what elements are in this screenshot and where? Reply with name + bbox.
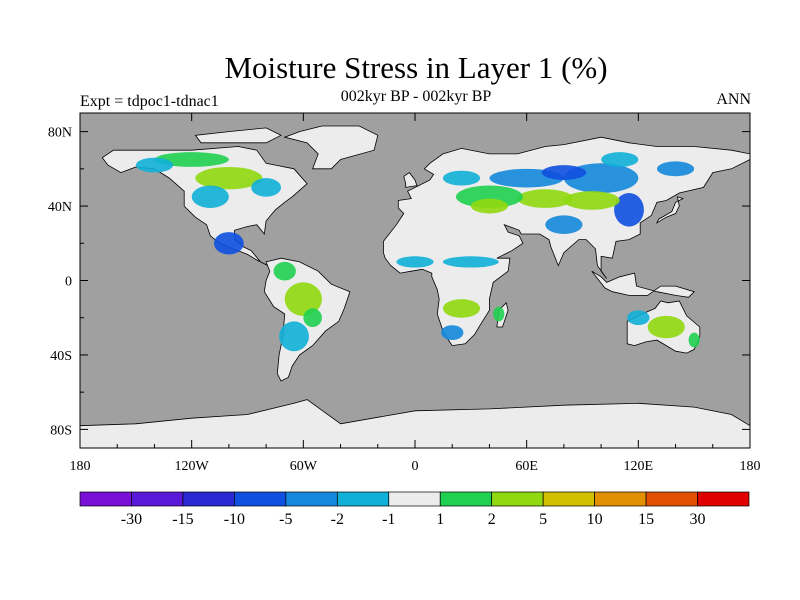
chart-title: Moisture Stress in Layer 1 (%): [224, 50, 608, 85]
y-tick-label: 40N: [48, 200, 72, 215]
y-tick-label: 80N: [48, 126, 72, 141]
anomaly-patch: [135, 157, 174, 173]
colorbar-swatch: [336, 491, 390, 507]
anomaly-patch: [251, 178, 282, 197]
anomaly-patch: [195, 166, 263, 190]
anomaly-patch: [303, 308, 322, 328]
anomaly-patch: [213, 232, 244, 255]
landmass-uk: [403, 172, 418, 188]
anomaly-patch: [627, 310, 650, 326]
anomaly-patch: [517, 189, 574, 208]
colorbar-swatch: [645, 491, 698, 507]
anomaly-patch: [154, 152, 229, 167]
anomaly-patch: [273, 261, 296, 281]
colorbar: -30 -15 -10 -5 -2 -1 1 2 5 10 15 30: [79, 491, 750, 528]
colorbar-swatch: [182, 491, 235, 507]
colorbar-label: 2: [488, 511, 496, 528]
landmass-greenland: [283, 125, 379, 170]
colorbar-swatch: [594, 491, 647, 507]
anomaly-patch: [545, 215, 583, 234]
anomaly-patch: [442, 299, 481, 318]
colorbar-swatch: [285, 491, 338, 507]
anomaly-patch: [442, 256, 499, 268]
anomaly-patch: [647, 315, 685, 339]
colorbar-swatch: [234, 491, 287, 507]
colorbar-label: -30: [121, 511, 142, 528]
x-tick-label: 60E: [515, 459, 538, 474]
colorbar-swatch: [131, 491, 184, 507]
colorbar-label: 30: [690, 511, 706, 528]
colorbar-label: 5: [539, 511, 547, 528]
x-tick-label: 120W: [175, 459, 210, 474]
experiment-label: Expt = tdpoc1-tdnac1: [80, 93, 219, 110]
anomaly-patch: [493, 306, 505, 322]
anomaly-patch: [191, 185, 229, 208]
x-tick-label: 180: [740, 459, 761, 474]
map-area: [79, 112, 751, 449]
landmass-canadian-archipelago: [194, 127, 282, 144]
colorbar-label: 1: [436, 511, 444, 528]
x-tick-label: 60W: [290, 459, 318, 474]
anomaly-patch: [541, 165, 587, 180]
anomaly-patch: [279, 321, 309, 352]
colorbar-swatch: [388, 491, 441, 507]
anomaly-patch: [614, 192, 644, 227]
anomaly-patch: [441, 325, 464, 341]
x-tick-label: 180: [70, 459, 91, 474]
anomaly-patch: [601, 152, 639, 167]
colorbar-label: -1: [382, 511, 395, 528]
colorbar-label: 15: [638, 511, 654, 528]
anomaly-patch: [656, 161, 695, 177]
anomaly-patch: [455, 185, 523, 208]
anomaly-patch: [470, 198, 509, 214]
colorbar-label: 10: [587, 511, 603, 528]
y-tick-label: 0: [65, 275, 72, 290]
y-tick-label: 80S: [50, 423, 72, 438]
colorbar-swatch: [491, 491, 544, 507]
x-tick-label: 120E: [624, 459, 654, 474]
anomaly-patch: [284, 282, 322, 316]
x-tick-label: 0: [412, 459, 419, 474]
colorbar-label: -10: [224, 511, 245, 528]
anomaly-patch: [563, 191, 620, 210]
colorbar-label: -2: [331, 511, 344, 528]
anomaly-patch: [688, 332, 700, 348]
y-tick-label: 40S: [50, 349, 72, 364]
landmass-japan: [655, 196, 685, 224]
anomaly-patch: [396, 256, 434, 268]
landmass-indonesia: [591, 270, 695, 298]
chart-subtitle: 002kyr BP - 002kyr BP: [340, 88, 492, 105]
colorbar-swatch: [439, 491, 493, 507]
map-axes: 80N 40N 0 40S 80S 180 120W 60W 0 60E 120E 180: [48, 113, 761, 474]
colorbar-swatch: [542, 491, 595, 507]
colorbar-label: -15: [172, 511, 193, 528]
season-label: ANN: [716, 91, 751, 108]
colorbar-label: -5: [279, 511, 292, 528]
colorbar-swatch: [79, 491, 132, 507]
anomaly-patch: [442, 170, 481, 186]
colorbar-swatch: [697, 491, 750, 507]
